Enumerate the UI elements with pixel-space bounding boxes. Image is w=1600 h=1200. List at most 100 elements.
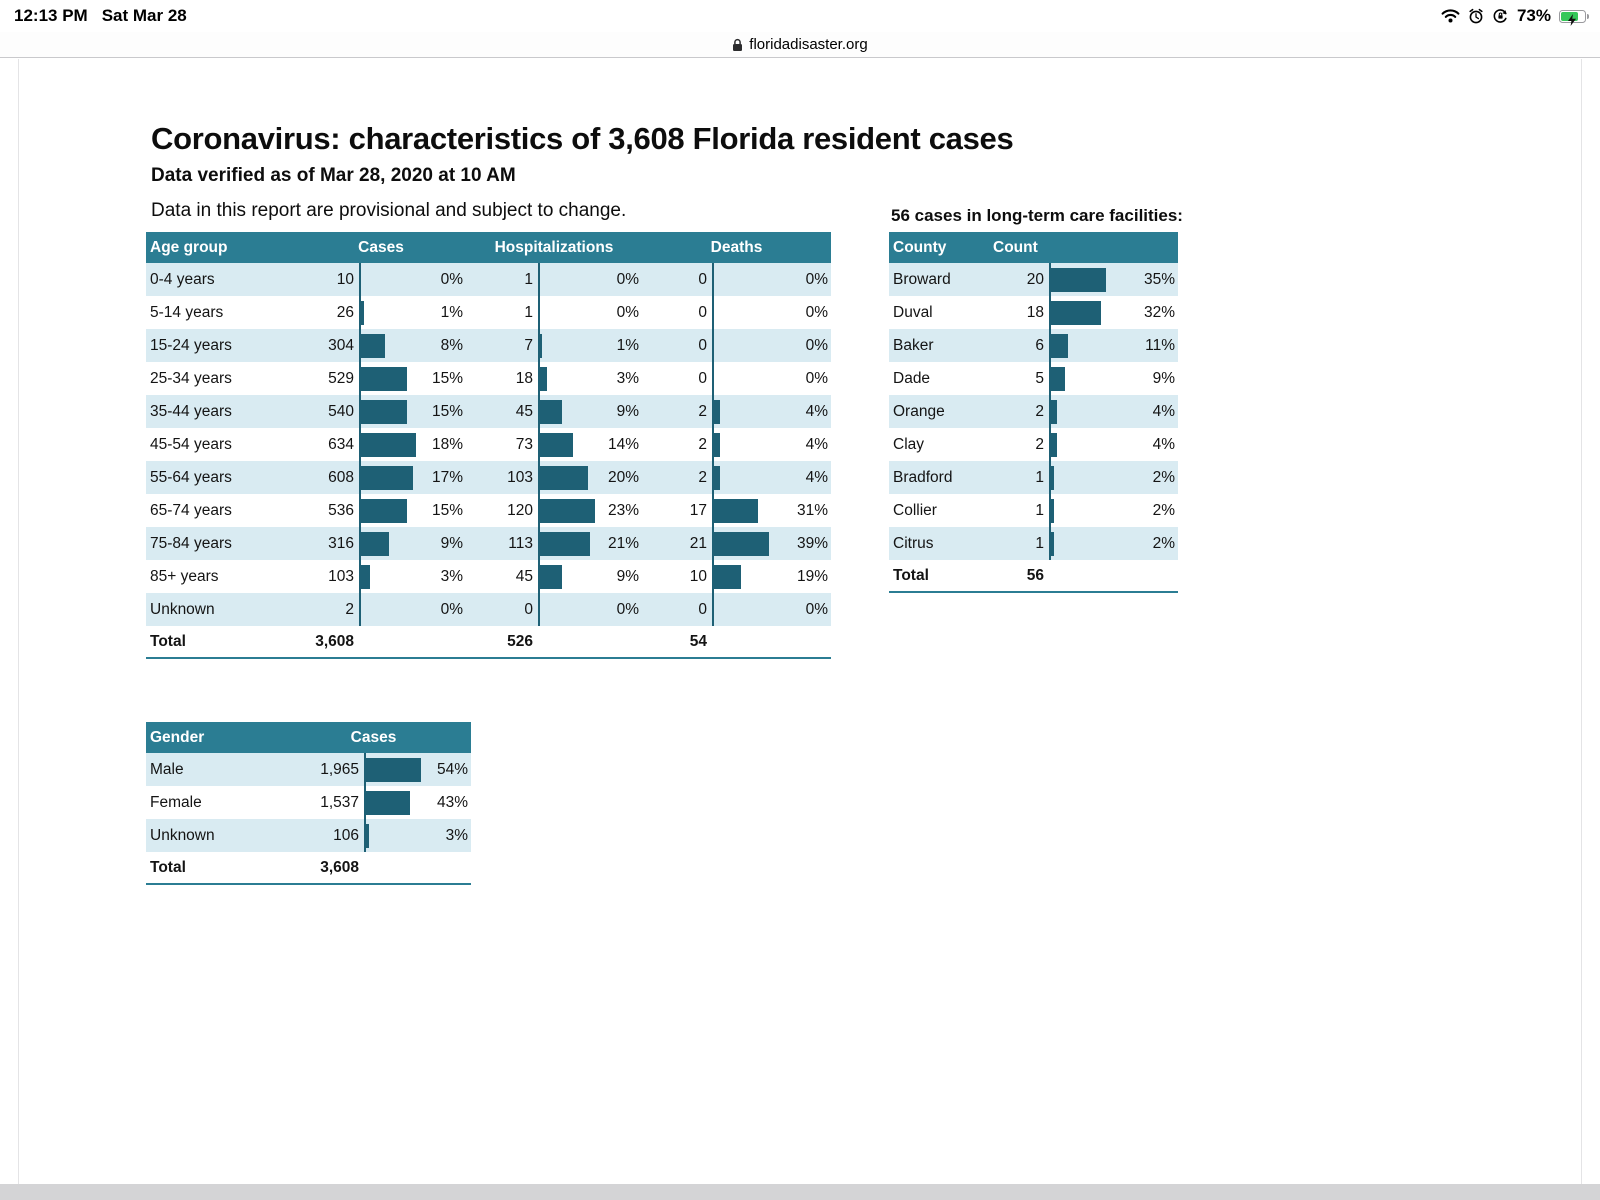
deaths-percent: 0%	[805, 369, 828, 387]
deaths-percent: 0%	[805, 303, 828, 321]
gender-cases: 106	[333, 826, 359, 844]
table-row: Clay 2 4%	[889, 428, 1178, 461]
deaths-count: 2	[698, 435, 707, 453]
county-percent: 2%	[1152, 501, 1175, 519]
value-bar	[1051, 267, 1106, 292]
deaths-count: 0	[698, 369, 707, 387]
bar-cell	[538, 263, 600, 296]
table-row: 25-34 years 529 15% 18 3% 0 0%	[146, 362, 831, 395]
value-bar	[361, 465, 413, 490]
table-row: 15-24 years 304 8% 7 1% 0 0%	[146, 329, 831, 362]
bar-cell	[538, 296, 600, 329]
hospitalizations-percent: 21%	[607, 534, 639, 552]
county-label: Clay	[893, 435, 925, 453]
gender-label: Male	[150, 760, 184, 778]
cases-count: 536	[328, 501, 354, 519]
table-row: Male 1,965 54%	[146, 753, 471, 786]
county-label: Broward	[893, 270, 951, 288]
table-row: Broward 20 35%	[889, 263, 1178, 296]
hospitalizations-percent: 9%	[616, 402, 639, 420]
value-bar	[1051, 300, 1102, 325]
cases-percent: 18%	[431, 435, 463, 453]
table-row: 5-14 years 26 1% 1 0% 0 0%	[146, 296, 831, 329]
total-row: Total 3,608	[146, 852, 471, 885]
cases-percent: 0%	[440, 270, 463, 288]
total-row: Total 56	[889, 560, 1178, 593]
cases-percent: 15%	[431, 369, 463, 387]
table-row: 0-4 years 10 0% 1 0% 0 0%	[146, 263, 831, 296]
value-bar	[714, 465, 720, 490]
gender-percent: 54%	[436, 760, 468, 778]
cases-count: 540	[328, 402, 354, 420]
bar-cell	[712, 428, 774, 461]
county-count: 18	[1026, 303, 1044, 321]
county-label: Duval	[893, 303, 933, 321]
value-bar	[361, 498, 407, 523]
url-text[interactable]: floridadisaster.org	[749, 36, 868, 53]
total-hospitalizations: 526	[507, 632, 533, 650]
table-row: 45-54 years 634 18% 73 14% 2 4%	[146, 428, 831, 461]
cases-count: 10	[336, 270, 354, 288]
age-group-label: 65-74 years	[150, 501, 232, 519]
page-title: Coronavirus: characteristics of 3,608 Fl…	[151, 121, 1014, 156]
gender-table-body: Male 1,965 54% Female 1,537 43% Unknown 106 3% To…	[146, 753, 471, 885]
total-cases: 3,608	[315, 632, 354, 650]
gender-table: Gender Cases Male 1,965 54% Female 1,537 43% U…	[146, 722, 471, 885]
ltc-table: County Count Broward 20 35% Duval 18 32% Baker…	[889, 232, 1178, 593]
deaths-percent: 39%	[796, 534, 828, 552]
county-count: 5	[1035, 369, 1044, 387]
value-bar	[540, 564, 562, 589]
value-bar	[361, 366, 407, 391]
value-bar	[1051, 399, 1058, 424]
age-group-label: 75-84 years	[150, 534, 232, 552]
ltc-title: 56 cases in long-term care facilities:	[891, 206, 1183, 225]
cases-percent: 1%	[440, 303, 463, 321]
hospitalizations-percent: 0%	[616, 600, 639, 618]
age-group-label: 85+ years	[150, 567, 219, 585]
table-row: Dade 5 9%	[889, 362, 1178, 395]
county-percent: 11%	[1145, 336, 1175, 354]
age-table-body: 0-4 years 10 0% 1 0% 0 0% 5-14 years 26 1% 1 0% 0 0% 1…	[146, 263, 831, 659]
cases-count: 529	[328, 369, 354, 387]
county-percent: 32%	[1143, 303, 1175, 321]
county-label: Dade	[893, 369, 931, 387]
value-bar	[1051, 366, 1066, 391]
url-bar[interactable]: floridadisaster.org	[0, 32, 1600, 58]
total-label: Total	[150, 858, 186, 876]
bar-cell	[1049, 428, 1111, 461]
bar-cell	[538, 461, 600, 494]
age-group-label: 5-14 years	[150, 303, 224, 321]
bar-cell	[359, 362, 421, 395]
verified-date: Data verified as of Mar 28, 2020 at 10 A…	[151, 165, 516, 186]
bar-cell	[712, 395, 774, 428]
table-row: 65-74 years 536 15% 120 23% 17 31%	[146, 494, 831, 527]
deaths-count: 0	[698, 600, 707, 618]
bar-cell	[359, 560, 421, 593]
hospitalizations-count: 1	[524, 303, 533, 321]
gender-percent: 3%	[445, 826, 468, 844]
hospitalizations-count: 103	[507, 468, 533, 486]
total-cases: 3,608	[320, 858, 359, 876]
bar-cell	[364, 786, 426, 819]
hospitalizations-count: 45	[515, 567, 533, 585]
gender-cases: 1,965	[320, 760, 359, 778]
bar-cell	[712, 494, 774, 527]
value-bar	[540, 432, 574, 457]
table-row: Bradford 1 2%	[889, 461, 1178, 494]
age-group-label: 0-4 years	[150, 270, 215, 288]
bar-cell	[359, 428, 421, 461]
charging-bolt-icon	[1567, 11, 1577, 31]
gender-label: Unknown	[150, 826, 215, 844]
gender-table-header-gender: Gender	[150, 728, 205, 746]
value-bar	[714, 399, 720, 424]
bar-cell	[538, 527, 600, 560]
hospitalizations-percent: 0%	[616, 270, 639, 288]
battery-percent: 73%	[1516, 6, 1551, 25]
county-count: 2	[1035, 435, 1044, 453]
value-bar	[366, 757, 421, 782]
bar-cell	[712, 263, 774, 296]
total-deaths: 54	[689, 632, 707, 650]
deaths-percent: 4%	[805, 435, 828, 453]
deaths-percent: 19%	[796, 567, 828, 585]
value-bar	[1051, 432, 1058, 457]
